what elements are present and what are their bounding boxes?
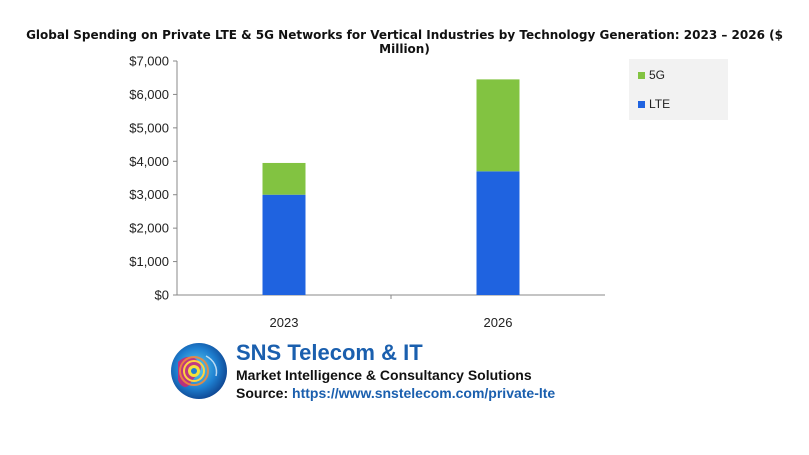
y-tick-label: $0 xyxy=(155,288,169,303)
y-tick-label: $2,000 xyxy=(129,221,169,236)
legend-label-lte: LTE xyxy=(649,97,671,111)
brand-name: SNS Telecom & IT xyxy=(236,340,423,365)
source-line: Source: https://www.snstelecom.com/priva… xyxy=(236,384,555,402)
branding-block: SNS Telecom & IT Market Intelligence & C… xyxy=(236,340,555,402)
y-tick-label: $6,000 xyxy=(129,87,169,102)
chart-title: Global Spending on Private LTE & 5G Netw… xyxy=(26,28,783,56)
legend-item-lte: LTE xyxy=(638,97,670,111)
bar-lte-2026 xyxy=(476,171,520,295)
bar-lte-2023 xyxy=(262,194,306,295)
legend-swatch-lte xyxy=(638,100,645,108)
x-tick-label-2023: 2023 xyxy=(270,315,299,330)
y-tick-label: $5,000 xyxy=(129,120,169,135)
stacked-bar-chart: $0 $1,000 $2,000 $3,000 $4,000 $5,000 $6,000 $7… xyxy=(129,54,605,330)
y-tick-label: $3,000 xyxy=(129,187,169,202)
x-tick-label-2026: 2026 xyxy=(484,315,513,330)
sns-globe-logo-icon xyxy=(171,343,227,399)
legend-label-5g: 5G xyxy=(649,68,666,82)
chart-legend: 5G LTE xyxy=(629,59,728,120)
brand-tagline: Market Intelligence & Consultancy Soluti… xyxy=(236,367,532,383)
y-tick-label: $1,000 xyxy=(129,254,169,269)
source-label: Source: xyxy=(236,385,289,401)
y-tick-label: $4,000 xyxy=(129,154,169,169)
legend-item-5g: 5G xyxy=(638,68,665,82)
bar-5g-2026 xyxy=(476,79,520,172)
legend-swatch-5g xyxy=(638,71,645,79)
source-url-link[interactable]: https://www.snstelecom.com/private-lte xyxy=(292,385,556,401)
y-tick-label: $7,000 xyxy=(129,54,169,69)
bar-5g-2023 xyxy=(262,162,306,195)
